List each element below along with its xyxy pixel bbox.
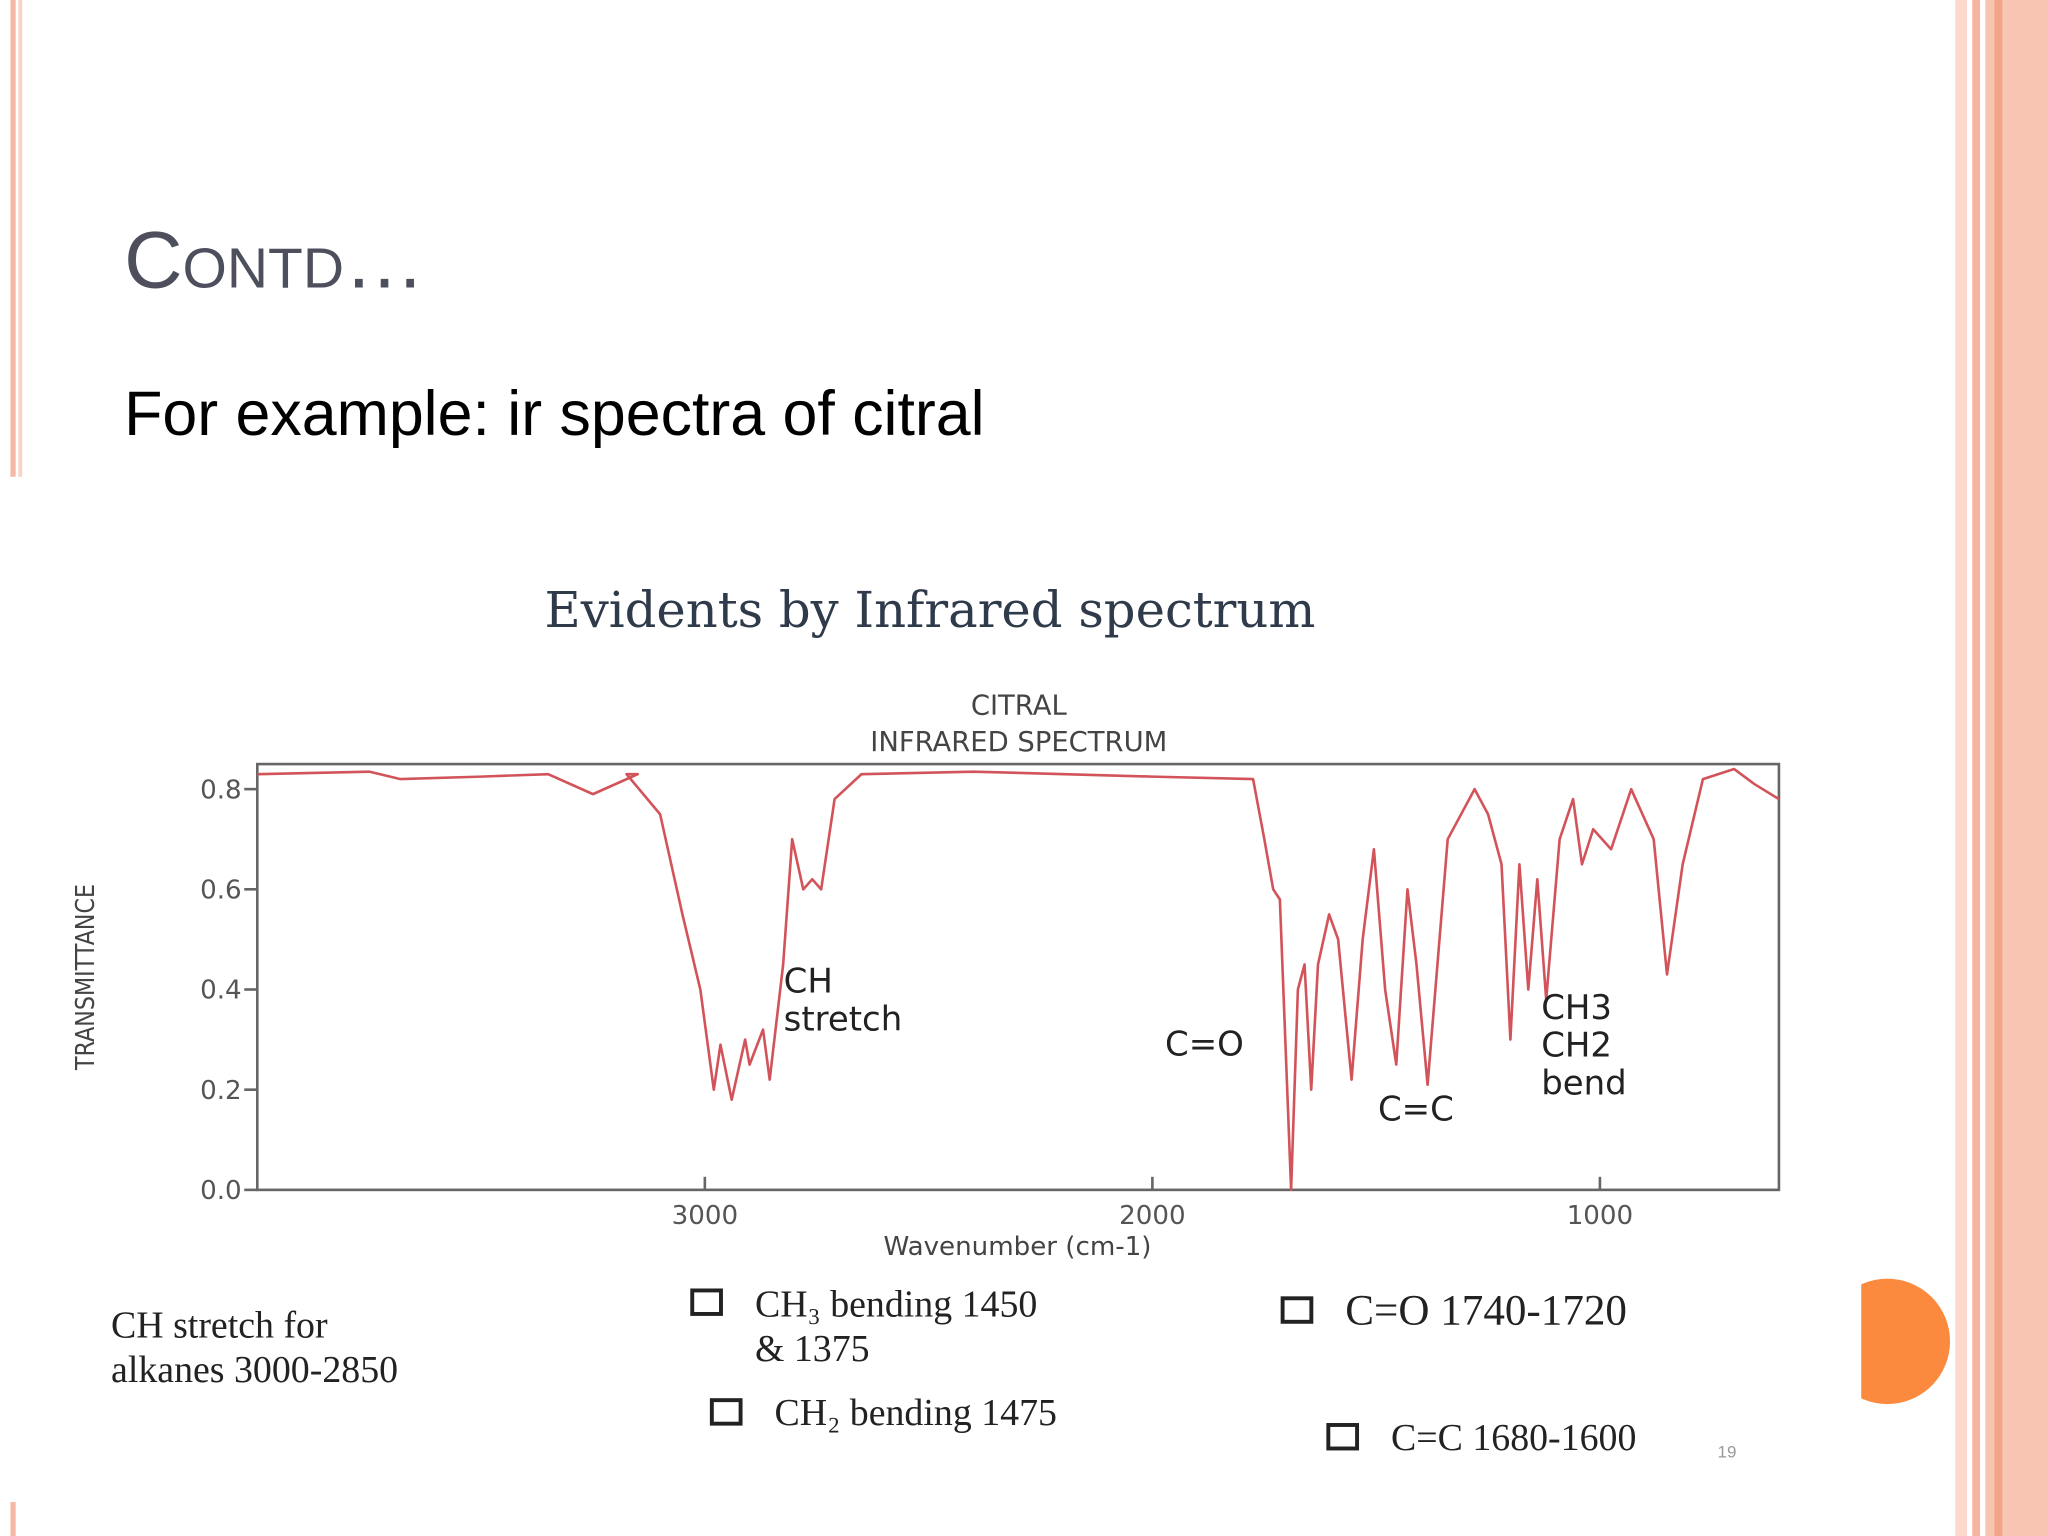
note-text: C=C 1680-1600 [1391,1417,1636,1459]
chart: CITRAL INFRARED SPECTRUM 0.0 0.2 0.4 0.6 0.8 30… [69,690,1781,1262]
x-tick-label: 1000 [1567,1201,1633,1231]
right-border [1955,0,1968,1536]
y-axis-label: TRANSMITTANCE [69,884,100,1071]
y-tick-label: 0.4 [200,976,242,1006]
y-tick-label: 0.6 [200,875,242,905]
left-border [10,0,16,477]
left-border [10,1502,16,1536]
slide-subtitle: For example: ir spectra of citral [124,379,984,449]
note-text: CH stretch for [111,1304,328,1346]
annotation: CH [784,962,833,1002]
y-tick-label: 0.0 [200,1176,242,1206]
left-border [18,0,23,477]
x-axis-label: Wavenumber (cm-1) [883,1232,1151,1262]
plot-frame [256,762,1781,1192]
right-border [1972,0,1981,1536]
checkbox [690,1288,723,1316]
note-text: CH₂ bending 1475 [775,1392,1057,1434]
right-border [1994,0,2003,1536]
annotation: bend [1541,1064,1626,1104]
annotation: stretch [784,1000,903,1040]
checkbox [1326,1423,1360,1451]
y-tick-label: 0.8 [200,775,242,805]
note-text: & 1375 [755,1328,870,1370]
note-text: alkanes 3000-2850 [111,1349,398,1391]
note-text: CH₃ bending 1450 [755,1284,1037,1326]
x-tick-label: 2000 [1119,1201,1185,1231]
x-tick-label: 3000 [672,1201,738,1231]
annotation: CH2 [1541,1026,1612,1066]
annotation: CH3 [1541,988,1612,1028]
annotation: C=O [1165,1024,1244,1064]
y-tick-label: 0.2 [200,1076,242,1106]
spectrum-line [257,767,1780,1192]
chart-title: INFRARED SPECTRUM [870,727,1167,758]
chart-title: CITRAL [971,690,1068,721]
decor-circle [1861,1278,1951,1405]
page-number: 19 [1718,1443,1737,1462]
note-text: C=O 1740-1720 [1345,1287,1627,1334]
checkbox [709,1398,743,1426]
chart-header: Evidents by Infrared spectrum [544,581,1315,639]
annotation: C=C [1378,1090,1454,1130]
checkbox [1280,1296,1314,1324]
slide-title: Contd… [124,215,425,305]
